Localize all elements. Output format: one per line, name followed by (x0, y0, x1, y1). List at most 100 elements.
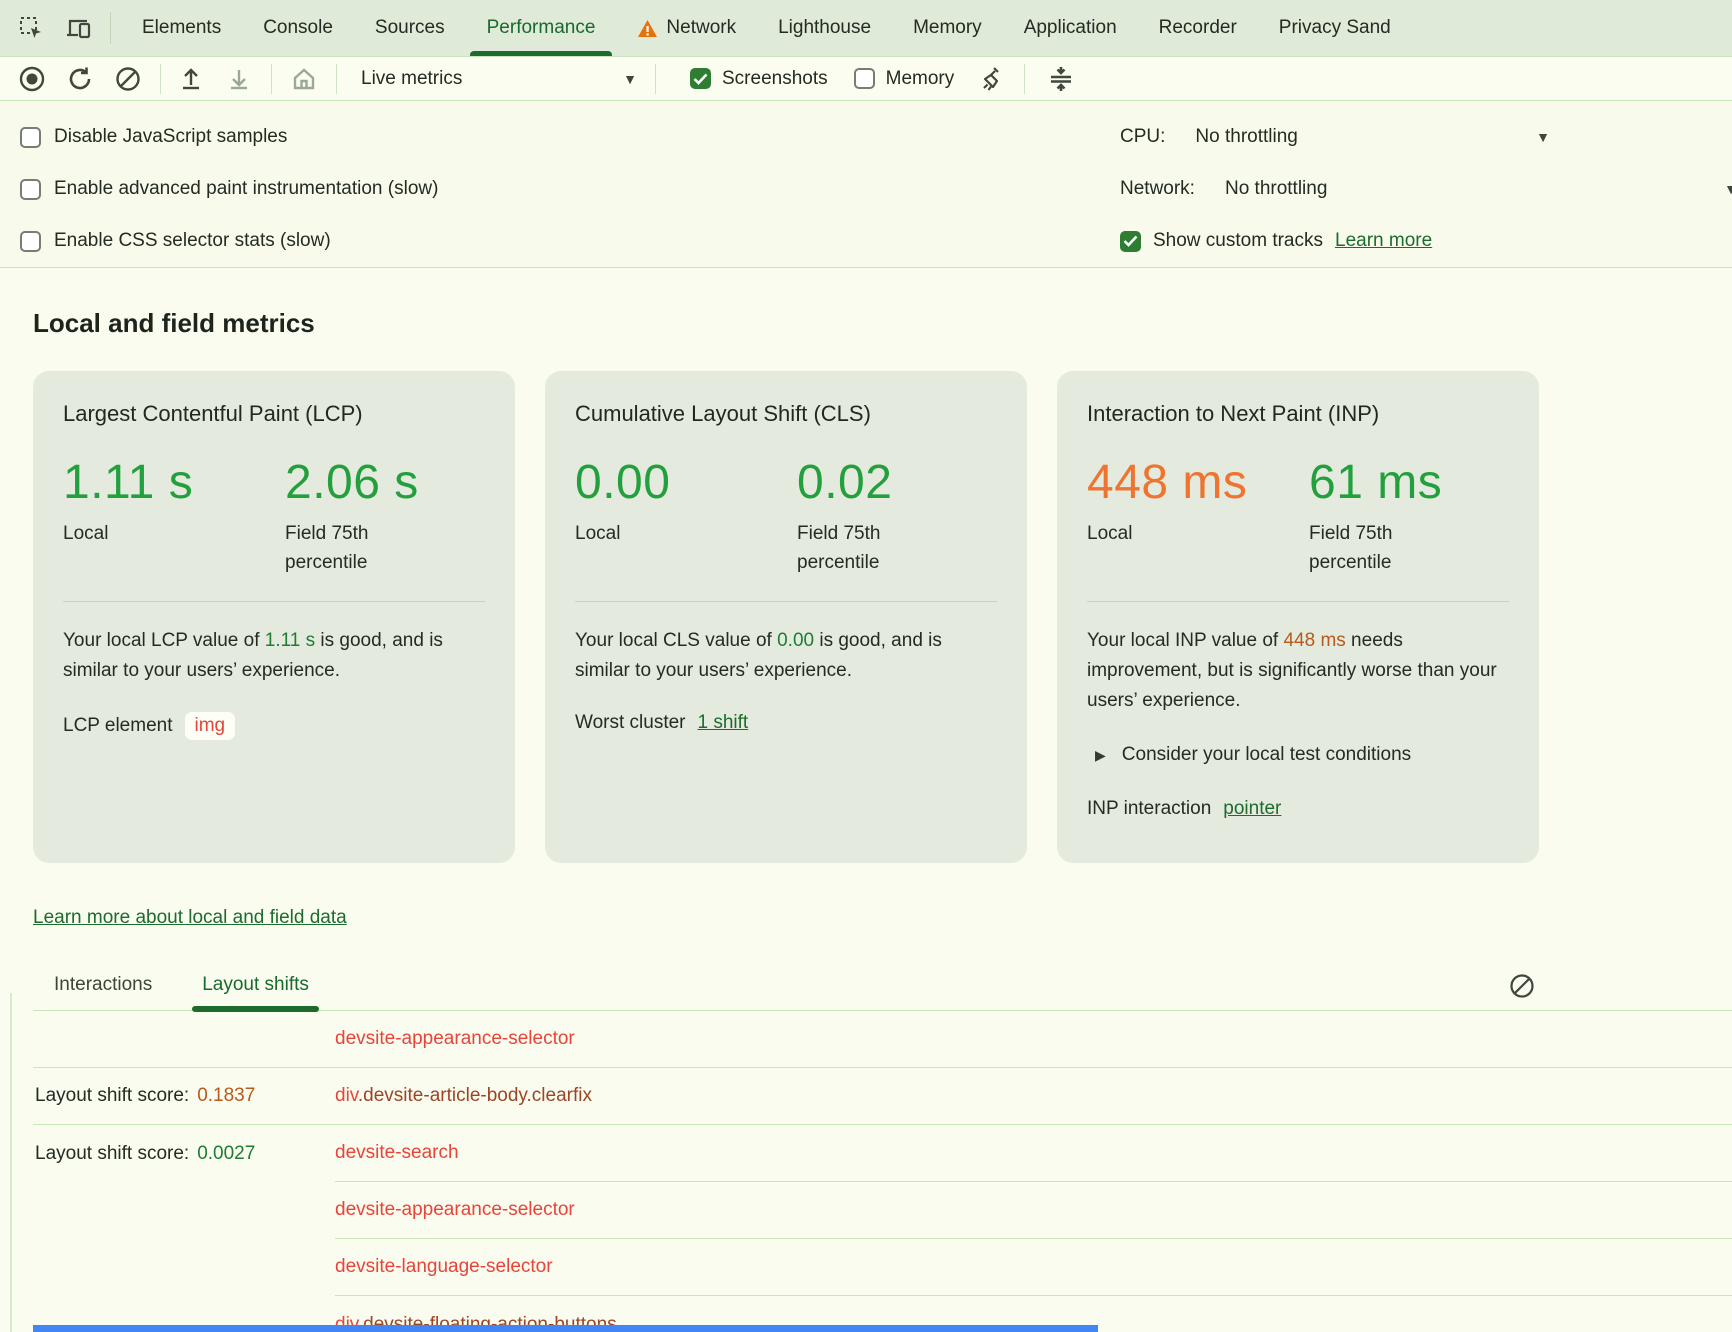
load-profile-button[interactable] (177, 65, 205, 93)
inp-local-label: Local (1087, 523, 1133, 544)
node-link[interactable]: devsite-search (335, 1142, 459, 1164)
tab-console[interactable]: Console (242, 0, 354, 56)
tab-recorder[interactable]: Recorder (1138, 0, 1258, 56)
history-dropdown-value: Live metrics (361, 67, 463, 89)
tab-network[interactable]: Network (616, 0, 757, 56)
layout-shift-row[interactable]: devsite-language-selector (33, 1239, 1732, 1296)
inp-local-value: 448 ms (1087, 456, 1248, 509)
network-throttling-select[interactable]: Network: No throttling ▼ (1120, 163, 1732, 215)
throttling-settings: CPU: No throttling ▼ Network: No throttl… (1120, 111, 1732, 267)
lcp-field-label: Field 75th percentile (285, 523, 369, 573)
cls-desc-prefix: Your local CLS value of (575, 630, 778, 651)
layout-shift-row[interactable]: devsite-appearance-selector (33, 1011, 1732, 1068)
cls-card: Cumulative Layout Shift (CLS) 0.00 Local… (545, 371, 1027, 863)
custom-tracks-learn-more-link[interactable]: Learn more (1335, 230, 1433, 251)
screenshots-checkbox[interactable] (690, 68, 711, 89)
layout-shift-row[interactable]: devsite-appearance-selector (33, 1182, 1732, 1239)
reload-and-record-button[interactable] (66, 65, 94, 93)
clear-log-button[interactable] (1508, 972, 1536, 1000)
devtools-tabbar: Elements Console Sources Performance Net… (0, 0, 1732, 57)
log-tab-label: Interactions (54, 974, 153, 995)
capture-settings-pane: Disable JavaScript samples Enable advanc… (0, 101, 1732, 268)
custom-tracks-label: Show custom tracks (1153, 230, 1323, 251)
toolbar-separator (1024, 63, 1026, 94)
network-label: Network: (1120, 178, 1195, 199)
tab-label: Performance (486, 17, 596, 38)
tab-layout-shifts[interactable]: Layout shifts (192, 974, 319, 1012)
tab-performance[interactable]: Performance (466, 0, 617, 56)
cls-local-label: Local (575, 523, 621, 544)
clear-button[interactable] (114, 65, 142, 93)
lcp-card: Largest Contentful Paint (LCP) 1.11 s Lo… (33, 371, 515, 863)
tab-label: Privacy Sand (1278, 17, 1391, 38)
history-dropdown[interactable]: Live metrics ▼ (361, 68, 637, 90)
cls-card-title: Cumulative Layout Shift (CLS) (575, 401, 871, 426)
screenshots-checkbox-group[interactable]: Screenshots (690, 68, 828, 90)
tabbar-separator (110, 12, 111, 44)
tab-label: Memory (913, 17, 982, 38)
memory-checkbox[interactable] (853, 68, 875, 89)
css-selector-stats-checkbox[interactable] (20, 230, 41, 252)
inspect-cursor-icon (18, 15, 44, 41)
lcp-desc-prefix: Your local LCP value of (63, 630, 265, 651)
css-selector-stats-row[interactable]: Enable CSS selector stats (slow) (0, 215, 1732, 267)
disable-js-samples-checkbox[interactable] (20, 126, 41, 148)
custom-tracks-checkbox[interactable] (1120, 230, 1141, 252)
advanced-paint-row[interactable]: Enable advanced paint instrumentation (s… (0, 163, 1732, 215)
local-test-conditions-disclosure[interactable]: ▶ Consider your local test conditions (1095, 744, 1509, 766)
lcp-local-label: Local (63, 523, 109, 544)
device-toolbar-button[interactable] (62, 11, 96, 45)
home-icon (291, 66, 317, 92)
node-tag: div (335, 1085, 358, 1106)
record-button[interactable] (18, 65, 46, 93)
tab-privacy-sandbox[interactable]: Privacy Sand (1258, 0, 1412, 56)
log-tabs: Interactions Layout shifts (33, 967, 1732, 1012)
tab-label: Recorder (1158, 17, 1237, 38)
upload-icon (178, 66, 204, 92)
custom-tracks-row: Show custom tracks Learn more (1120, 215, 1732, 267)
inspect-element-button[interactable] (14, 11, 48, 45)
collapse-sections-button[interactable] (1047, 65, 1075, 93)
layout-shift-row[interactable]: Layout shift score: 0.0027 devsite-search (33, 1125, 1732, 1182)
card-divider (63, 601, 485, 602)
tab-elements[interactable]: Elements (121, 0, 242, 56)
live-metrics-home-button[interactable] (290, 65, 318, 93)
node-link[interactable]: devsite-appearance-selector (335, 1199, 575, 1221)
broom-icon (978, 65, 1006, 93)
lcp-element-label: LCP element (63, 715, 173, 736)
metric-cards: Largest Contentful Paint (LCP) 1.11 s Lo… (33, 371, 1539, 863)
cls-local-value: 0.00 (575, 456, 671, 509)
gc-button[interactable] (978, 65, 1006, 93)
card-divider (575, 601, 997, 602)
local-field-data-learn-more-link[interactable]: Learn more about local and field data (33, 907, 347, 928)
tab-sources[interactable]: Sources (354, 0, 466, 56)
node-classes: .devsite-article-body.clearfix (357, 1085, 592, 1106)
tab-memory[interactable]: Memory (892, 0, 1003, 56)
advanced-paint-checkbox[interactable] (20, 178, 41, 200)
node-link[interactable]: devsite-language-selector (335, 1256, 553, 1278)
tab-application[interactable]: Application (1003, 0, 1138, 56)
node-link[interactable]: div.devsite-article-body.clearfix (335, 1085, 592, 1107)
layout-shift-row[interactable]: Layout shift score: 0.1837 div.devsite-ar… (33, 1068, 1732, 1125)
download-icon (226, 66, 252, 92)
disable-js-samples-row[interactable]: Disable JavaScript samples (0, 111, 1732, 163)
toolbar-separator (655, 63, 656, 94)
memory-checkbox-group[interactable]: Memory (853, 68, 954, 90)
inp-interaction-link[interactable]: pointer (1223, 798, 1282, 819)
save-profile-button[interactable] (225, 65, 253, 93)
live-metrics-view: Local and field metrics Largest Contentf… (0, 308, 1732, 1332)
worst-cluster-link[interactable]: 1 shift (697, 712, 749, 733)
inp-card-title: Interaction to Next Paint (INP) (1087, 401, 1380, 426)
tab-label: Elements (142, 17, 222, 38)
tab-lighthouse[interactable]: Lighthouse (757, 0, 892, 56)
cpu-throttling-select[interactable]: CPU: No throttling ▼ (1120, 111, 1550, 163)
tab-label: Sources (374, 17, 445, 38)
node-tag: devsite-appearance-selector (335, 1199, 575, 1220)
lcp-element-node-link[interactable]: img (184, 712, 236, 740)
tab-label: Application (1023, 17, 1117, 38)
css-selector-stats-label: Enable CSS selector stats (slow) (54, 230, 331, 251)
tab-interactions[interactable]: Interactions (50, 974, 156, 1010)
network-throttling-value: No throttling (1224, 178, 1328, 199)
node-link[interactable]: devsite-appearance-selector (335, 1028, 575, 1050)
tab-label: Network (666, 17, 737, 38)
